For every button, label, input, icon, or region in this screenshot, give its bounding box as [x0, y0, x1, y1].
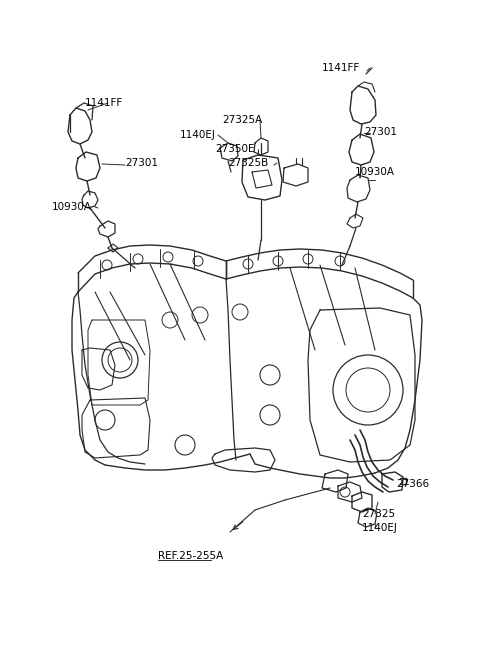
Text: REF.25-255A: REF.25-255A — [158, 551, 223, 561]
Text: 1140EJ: 1140EJ — [180, 130, 216, 140]
Text: 27366: 27366 — [396, 479, 429, 489]
Text: 27325B: 27325B — [228, 158, 268, 168]
Text: 27301: 27301 — [364, 127, 397, 137]
Text: 27350E: 27350E — [215, 144, 254, 154]
Text: 10930A: 10930A — [52, 202, 92, 212]
Text: 27301: 27301 — [125, 158, 158, 168]
Text: 1141FF: 1141FF — [85, 98, 123, 108]
Text: 1140EJ: 1140EJ — [362, 523, 398, 533]
Text: 27325A: 27325A — [222, 115, 262, 125]
Text: 10930A: 10930A — [355, 167, 395, 177]
Text: 1141FF: 1141FF — [322, 63, 360, 73]
Text: 27325: 27325 — [362, 509, 395, 519]
